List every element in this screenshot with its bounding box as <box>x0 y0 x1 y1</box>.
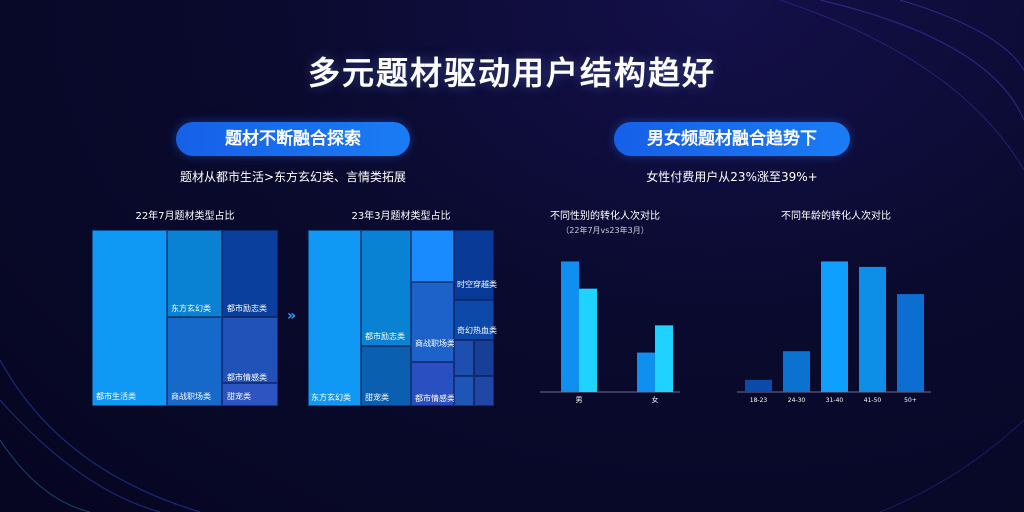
treemap-cell <box>454 376 474 406</box>
age-tick-label: 41-50 <box>864 397 882 404</box>
treemap-cell: 商战职场类 <box>411 282 455 362</box>
age-tick-label: 18-23 <box>750 397 768 404</box>
treemap-cell-label: 商战职场类 <box>171 392 211 401</box>
page-title: 多元题材驱动用户结构趋好 <box>307 54 716 92</box>
treemap-cell: 都市励志类 <box>361 230 411 346</box>
gender-bar <box>637 352 655 392</box>
treemap-cell: 时空穿越类 <box>454 230 497 300</box>
age-chart-title: 不同年龄的转化人次对比 <box>781 211 891 222</box>
gender-tick-label: 女 <box>652 395 659 404</box>
gender-tick-label: 男 <box>576 396 583 404</box>
treemap-2022-title: 22年7月题材类型占比 <box>135 211 235 222</box>
age-bar-chart: 18-23 24-30 31-40 41-50 50+ <box>737 261 931 404</box>
gender-bar <box>579 288 597 392</box>
treemap-cell: 商战职场类 <box>167 317 222 406</box>
treemap-cell: 都市生活类 <box>92 230 167 406</box>
treemap-cell-label: 东方玄幻类 <box>171 304 211 313</box>
age-tick-label: 24-30 <box>788 397 806 404</box>
age-bar <box>783 351 810 392</box>
treemap-cell-label: 奇幻热血类 <box>457 326 497 335</box>
treemap-2022: 都市生活类 东方玄幻类 都市励志类商战职场类 都市情感类甜宠类 <box>92 230 278 406</box>
right-section-pill: 男女频题材融合趋势下 <box>614 122 850 156</box>
gender-chart-note: （22年7月vs23年3月） <box>561 226 649 235</box>
treemap-cell-label: 都市励志类 <box>227 304 267 313</box>
treemap-cell <box>474 376 494 406</box>
treemap-cell-label: 甜宠类 <box>227 392 251 401</box>
age-tick-label: 50+ <box>904 397 917 404</box>
double-chevron-right-icon: » <box>287 308 297 324</box>
treemap-cell: 都市生活类 <box>411 230 455 291</box>
age-tick-label: 31-40 <box>826 397 844 404</box>
treemap-cell: 都市情感类 <box>411 362 455 406</box>
treemap-cell-label: 都市励志类 <box>365 332 405 341</box>
treemap-cell: 甜宠类 <box>222 383 278 406</box>
age-bar <box>821 261 848 392</box>
treemap-cell-label: 都市情感类 <box>227 373 267 382</box>
treemap-cell: 甜宠类 <box>361 346 411 406</box>
treemap-cell: 奇幻热血类 <box>454 300 497 340</box>
treemap-cell-label: 商战职场类 <box>415 339 455 348</box>
gender-bar <box>561 261 579 392</box>
gender-bar-chart: 男女 <box>540 261 680 404</box>
treemap-cell-label: 甜宠类 <box>365 393 389 402</box>
gender-bar <box>655 325 673 392</box>
left-section-subtitle: 题材从都市生活>东方玄幻类、言情类拓展 <box>179 170 407 184</box>
gender-chart-title: 不同性别的转化人次对比 <box>550 211 660 222</box>
treemap-2023-title: 23年3月题材类型占比 <box>351 211 451 222</box>
treemap-cell <box>474 340 494 376</box>
treemap-cell: 东方玄幻类 <box>167 230 222 317</box>
treemap-cell-label: 东方玄幻类 <box>311 393 351 402</box>
left-section-pill: 题材不断融合探索 <box>176 122 410 156</box>
treemap-cell-label: 都市生活类 <box>96 392 136 401</box>
treemap-cell: 都市情感类 <box>222 317 278 383</box>
right-section-subtitle: 女性付费用户从23%涨至39%+ <box>646 170 818 184</box>
age-bar <box>745 379 772 392</box>
treemap-cell: 东方玄幻类 <box>308 230 361 406</box>
treemap-cell: 都市励志类 <box>222 230 278 317</box>
treemap-cell-label: 都市情感类 <box>415 394 455 403</box>
age-bar <box>859 266 886 392</box>
age-bar <box>897 294 924 392</box>
treemap-cell <box>454 340 474 376</box>
treemap-cell-label: 时空穿越类 <box>457 280 497 289</box>
